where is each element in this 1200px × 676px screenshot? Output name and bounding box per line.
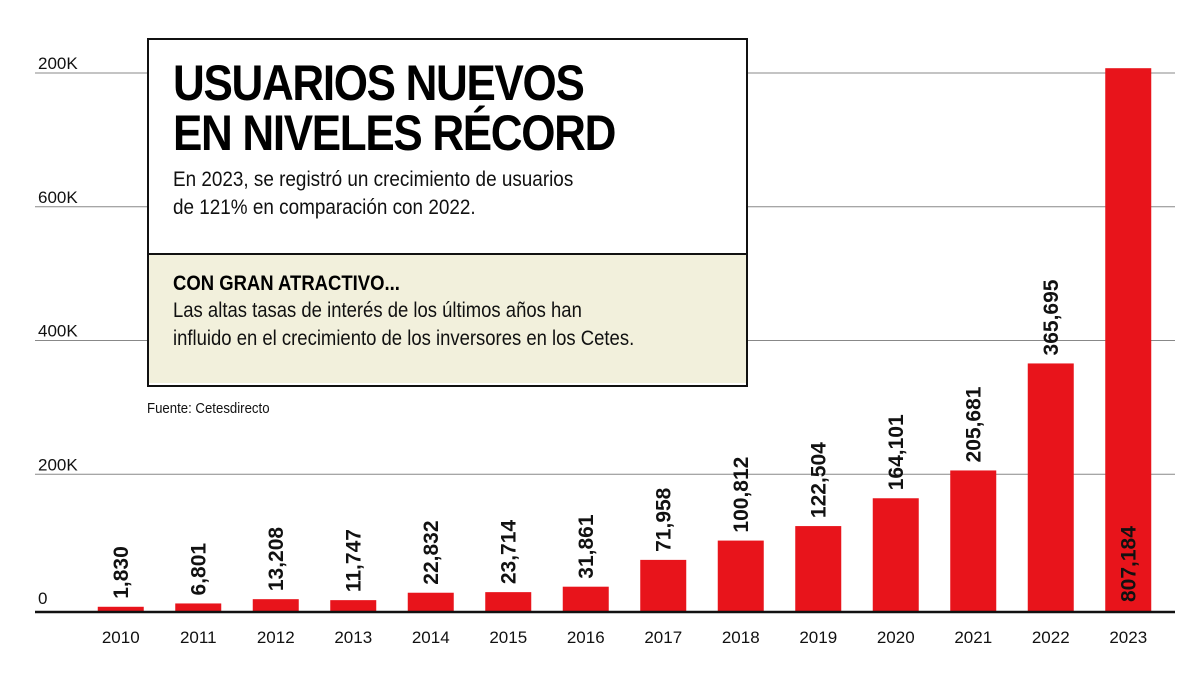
bar: [175, 603, 222, 611]
bar: [950, 470, 997, 611]
bar: [562, 586, 609, 611]
y-tick-label: 200K: [38, 455, 78, 474]
x-tick-label: 2023: [1109, 628, 1147, 647]
data-label: 164,101: [885, 414, 908, 490]
title-line: USUARIOS NUEVOS: [173, 55, 585, 111]
data-label: 23,714: [497, 520, 520, 585]
bar: [795, 526, 842, 611]
source-note: Fuente: Cetesdirecto: [147, 400, 270, 417]
data-label: 807,184: [1117, 526, 1140, 602]
data-label: 205,681: [962, 386, 985, 462]
bar: [485, 592, 532, 611]
data-label: 31,861: [575, 514, 598, 579]
note-line: influido en el crecimiento de los invers…: [173, 327, 635, 350]
y-tick-label: 0: [38, 589, 47, 608]
x-tick-label: 2015: [489, 628, 527, 647]
y-tick-label: 200K: [38, 54, 78, 73]
data-label: 6,801: [187, 543, 210, 596]
bar: [1105, 68, 1152, 612]
data-label: 22,832: [420, 520, 443, 584]
chart-title: USUARIOS NUEVOS EN NIVELES RÉCORD: [173, 58, 656, 158]
x-tick-label: 2016: [567, 628, 605, 647]
data-label: 11,747: [342, 529, 365, 592]
title-line: EN NIVELES RÉCORD: [173, 105, 616, 161]
x-tick-label: 2010: [102, 628, 140, 647]
x-tick-label: 2013: [334, 628, 372, 647]
bar: [872, 498, 919, 611]
data-label: 122,504: [807, 442, 830, 518]
x-tick-label: 2022: [1032, 628, 1070, 647]
subtitle-line: En 2023, se registró un crecimiento de u…: [173, 168, 574, 191]
note-body: Las altas tasas de interés de los último…: [173, 297, 656, 353]
data-label: 71,958: [652, 487, 675, 552]
x-tick-label: 2012: [257, 628, 295, 647]
bar: [717, 540, 764, 611]
note-line: Las altas tasas de interés de los último…: [173, 299, 582, 322]
x-tick-label: 2018: [722, 628, 760, 647]
x-tick-label: 2017: [644, 628, 682, 647]
headline-box: USUARIOS NUEVOS EN NIVELES RÉCORD En 202…: [147, 38, 748, 387]
data-label: 100,812: [730, 457, 753, 533]
y-tick-label: 600K: [38, 188, 78, 207]
x-tick-label: 2014: [412, 628, 450, 647]
bar: [97, 606, 144, 611]
data-label: 13,208: [265, 527, 288, 592]
y-tick-label: 400K: [38, 322, 78, 341]
chart-subtitle: En 2023, se registró un crecimiento de u…: [173, 166, 667, 222]
subtitle-line: de 121% en comparación con 2022.: [173, 196, 476, 219]
x-tick-label: 2020: [877, 628, 915, 647]
x-tick-label: 2021: [954, 628, 992, 647]
bar: [330, 600, 377, 611]
x-tick-label: 2019: [799, 628, 837, 647]
note-section: CON GRAN ATRACTIVO... Las altas tasas de…: [149, 255, 746, 383]
data-label: 1,830: [110, 546, 133, 599]
bar: [407, 592, 454, 611]
x-tick-label: 2011: [180, 628, 217, 647]
bar: [640, 559, 687, 611]
bar: [1027, 363, 1074, 611]
headline-section: USUARIOS NUEVOS EN NIVELES RÉCORD En 202…: [149, 40, 746, 255]
note-heading: CON GRAN ATRACTIVO...: [173, 272, 400, 295]
data-label: 365,695: [1040, 279, 1063, 355]
bar: [252, 599, 299, 611]
